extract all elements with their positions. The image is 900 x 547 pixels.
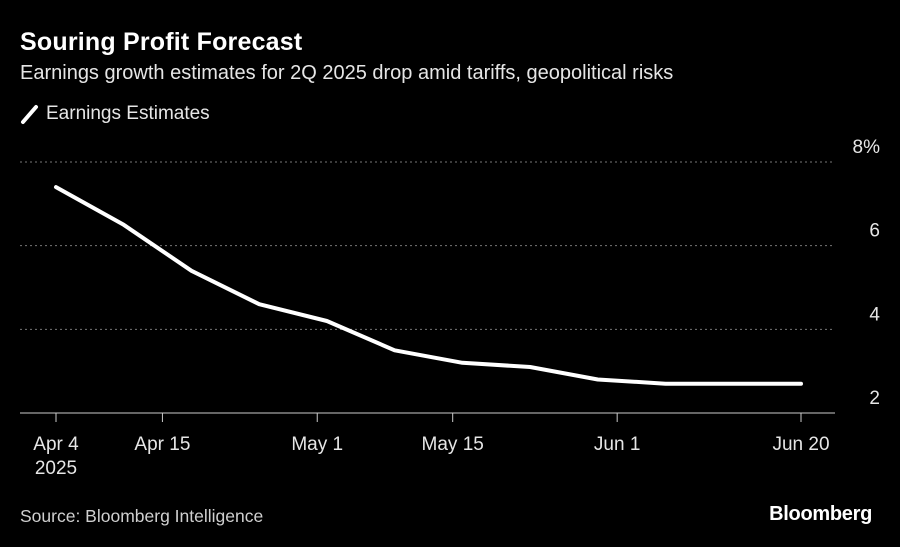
- y-tick-label: 8%: [853, 137, 881, 158]
- x-tick-label: Apr 4: [33, 434, 79, 455]
- source-note: Source: Bloomberg Intelligence: [20, 506, 264, 526]
- y-tick-label: 2: [869, 388, 880, 409]
- x-tick-label-year: 2025: [35, 458, 77, 479]
- legend-line-swatch-icon: [21, 105, 38, 124]
- x-tick-label: May 15: [422, 434, 484, 455]
- legend: Earnings Estimates: [20, 103, 210, 125]
- chart-title: Souring Profit Forecast: [20, 28, 303, 56]
- legend-label: Earnings Estimates: [46, 103, 210, 124]
- y-tick-label: 6: [869, 221, 880, 242]
- bloomberg-logo: Bloomberg: [769, 503, 872, 525]
- chart-subtitle: Earnings growth estimates for 2Q 2025 dr…: [20, 62, 674, 84]
- y-tick-label: 4: [869, 304, 880, 325]
- x-tick-label: Jun 1: [594, 434, 640, 455]
- x-tick-label: Jun 20: [772, 434, 829, 455]
- x-tick-label: May 1: [291, 434, 343, 455]
- series-line-earnings-estimates: [54, 185, 803, 386]
- x-tick-label: Apr 15: [134, 434, 190, 455]
